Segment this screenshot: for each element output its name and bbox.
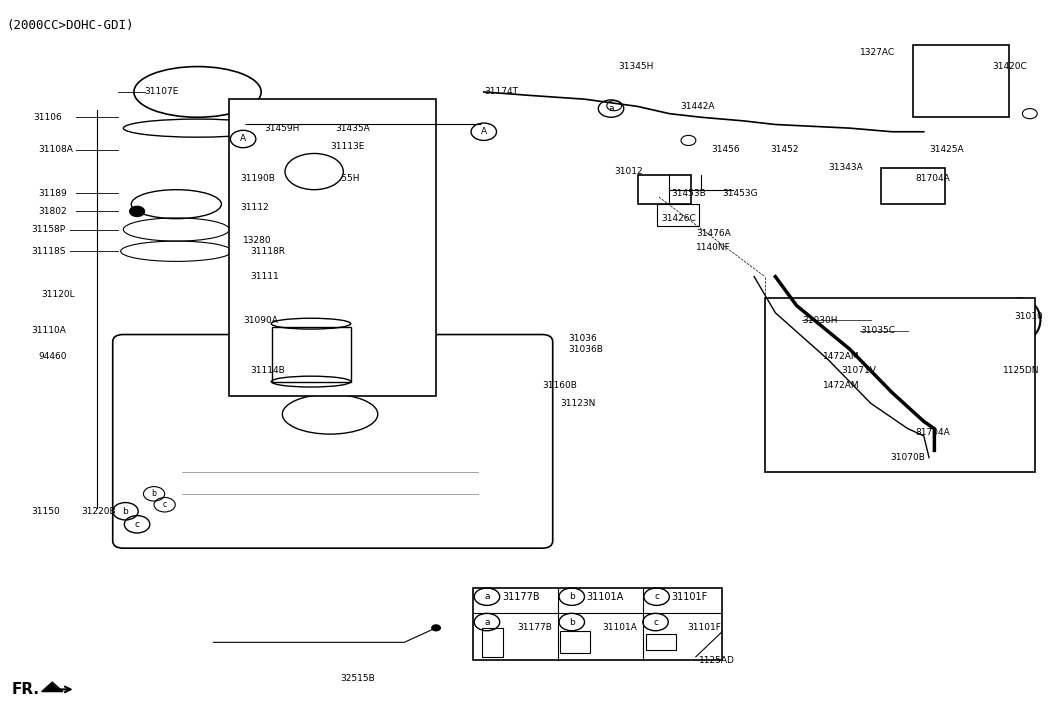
Text: 31174T: 31174T bbox=[484, 87, 518, 97]
Text: 31802: 31802 bbox=[38, 207, 67, 216]
Text: 31108A: 31108A bbox=[38, 145, 73, 154]
Text: 31453G: 31453G bbox=[723, 189, 758, 198]
Text: FR.: FR. bbox=[12, 682, 40, 696]
Text: 31107E: 31107E bbox=[145, 87, 179, 97]
Text: 31177B: 31177B bbox=[518, 623, 553, 632]
Circle shape bbox=[692, 654, 701, 659]
Text: 31158P: 31158P bbox=[31, 225, 65, 234]
Text: 31101F: 31101F bbox=[688, 623, 721, 632]
Text: b: b bbox=[122, 507, 129, 515]
Text: 31150: 31150 bbox=[31, 507, 60, 516]
Text: b: b bbox=[569, 617, 575, 627]
Text: 1472AM: 1472AM bbox=[823, 381, 860, 390]
Bar bbox=[230, 99, 436, 396]
Text: 31452: 31452 bbox=[770, 145, 798, 154]
Text: 31190B: 31190B bbox=[240, 174, 275, 183]
Bar bbox=[913, 45, 1009, 117]
Text: (2000CC>DOHC-GDI): (2000CC>DOHC-GDI) bbox=[6, 20, 134, 33]
Text: 31112: 31112 bbox=[240, 204, 269, 212]
Text: 31036: 31036 bbox=[569, 334, 597, 342]
Text: 31456: 31456 bbox=[712, 145, 740, 154]
Text: 31010: 31010 bbox=[1014, 312, 1043, 321]
Text: 1472AM: 1472AM bbox=[823, 352, 860, 361]
Text: 31476A: 31476A bbox=[696, 228, 730, 238]
Text: a: a bbox=[485, 593, 490, 601]
Bar bbox=[272, 327, 351, 382]
Text: 31118R: 31118R bbox=[251, 246, 286, 256]
Text: 31420C: 31420C bbox=[993, 62, 1028, 71]
Text: 1125DN: 1125DN bbox=[1003, 366, 1040, 375]
Circle shape bbox=[432, 625, 440, 631]
Text: 31118S: 31118S bbox=[31, 246, 66, 256]
Text: 31110A: 31110A bbox=[31, 326, 66, 335]
Bar bbox=[638, 175, 691, 204]
Text: 31090A: 31090A bbox=[243, 316, 279, 324]
Text: 31459H: 31459H bbox=[265, 124, 300, 132]
Polygon shape bbox=[41, 682, 63, 691]
Bar bbox=[657, 204, 699, 226]
Text: A: A bbox=[480, 127, 487, 136]
Bar bbox=[473, 588, 723, 660]
Text: b: b bbox=[152, 489, 156, 499]
Text: 31155H: 31155H bbox=[325, 174, 360, 183]
Text: 31442A: 31442A bbox=[680, 102, 714, 111]
Text: 1140NF: 1140NF bbox=[696, 243, 730, 252]
Text: A: A bbox=[240, 134, 247, 143]
Text: 31030H: 31030H bbox=[802, 316, 838, 324]
Text: 94460: 94460 bbox=[38, 352, 67, 361]
Text: 31120L: 31120L bbox=[41, 290, 75, 300]
Bar bbox=[560, 632, 590, 653]
Text: 32515B: 32515B bbox=[340, 674, 375, 683]
Ellipse shape bbox=[285, 153, 343, 190]
Text: 31453B: 31453B bbox=[672, 189, 706, 198]
Text: 31114B: 31114B bbox=[251, 366, 285, 375]
Text: 31343A: 31343A bbox=[828, 164, 863, 172]
Text: 31101A: 31101A bbox=[587, 592, 624, 602]
Text: b: b bbox=[569, 593, 575, 601]
Text: 31160B: 31160B bbox=[542, 381, 577, 390]
Text: 31012: 31012 bbox=[614, 167, 643, 176]
Text: 31036B: 31036B bbox=[569, 345, 604, 353]
Circle shape bbox=[130, 206, 145, 217]
Text: 31189: 31189 bbox=[38, 189, 67, 198]
Bar bbox=[764, 298, 1035, 472]
Bar bbox=[881, 168, 945, 204]
Text: c: c bbox=[654, 593, 659, 601]
Text: 31123N: 31123N bbox=[560, 399, 595, 408]
Text: 31101A: 31101A bbox=[603, 623, 638, 632]
Text: c: c bbox=[163, 500, 167, 509]
Text: c: c bbox=[653, 617, 658, 627]
Text: 13280: 13280 bbox=[243, 236, 272, 245]
Text: 31070B: 31070B bbox=[890, 453, 925, 462]
Text: 1125AD: 1125AD bbox=[699, 656, 735, 665]
Bar bbox=[482, 628, 503, 656]
Text: 81704A: 81704A bbox=[915, 427, 950, 437]
Text: 31345H: 31345H bbox=[619, 62, 654, 71]
Text: 31426C: 31426C bbox=[661, 214, 695, 223]
Text: a: a bbox=[608, 104, 613, 113]
Text: 31071V: 31071V bbox=[841, 366, 876, 375]
Text: c: c bbox=[135, 520, 139, 529]
Text: 31425A: 31425A bbox=[929, 145, 964, 154]
Text: 1327AC: 1327AC bbox=[860, 47, 895, 57]
Text: 31435A: 31435A bbox=[335, 124, 370, 132]
Text: 81704A: 81704A bbox=[915, 174, 950, 183]
Text: 31106: 31106 bbox=[33, 113, 62, 121]
Text: 31113E: 31113E bbox=[330, 142, 365, 150]
Bar bbox=[646, 634, 676, 649]
Text: 31101F: 31101F bbox=[672, 592, 708, 602]
Text: a: a bbox=[485, 617, 490, 627]
Text: 31111: 31111 bbox=[251, 272, 280, 281]
Text: 31177B: 31177B bbox=[502, 592, 539, 602]
Text: 31220B: 31220B bbox=[81, 507, 116, 516]
Text: 31035C: 31035C bbox=[860, 326, 895, 335]
